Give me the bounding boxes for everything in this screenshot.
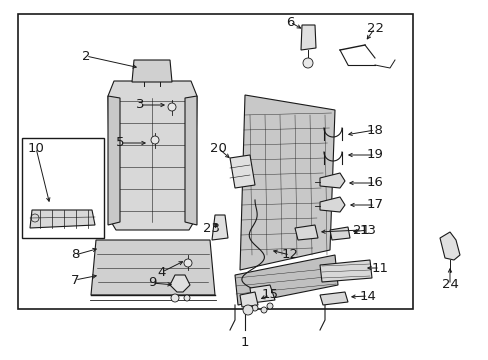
Polygon shape <box>240 95 334 270</box>
Circle shape <box>168 103 176 111</box>
Polygon shape <box>132 60 172 82</box>
Text: 15: 15 <box>261 288 278 302</box>
Text: 21: 21 <box>353 224 370 237</box>
Polygon shape <box>319 260 371 282</box>
Text: 19: 19 <box>366 148 383 162</box>
Polygon shape <box>170 275 190 292</box>
Text: 22: 22 <box>366 22 383 35</box>
Circle shape <box>151 136 159 144</box>
Text: 3: 3 <box>136 99 144 112</box>
Text: 7: 7 <box>71 274 79 287</box>
Text: 24: 24 <box>441 279 458 292</box>
Text: 5: 5 <box>116 136 124 149</box>
Polygon shape <box>301 25 315 50</box>
Circle shape <box>183 259 192 267</box>
Text: 20: 20 <box>209 141 226 154</box>
Text: 4: 4 <box>158 266 166 279</box>
Polygon shape <box>439 232 459 260</box>
Text: 13: 13 <box>359 224 376 237</box>
Text: 10: 10 <box>27 141 44 154</box>
Text: 17: 17 <box>366 198 383 211</box>
Polygon shape <box>249 285 274 303</box>
Text: 12: 12 <box>281 248 298 261</box>
Circle shape <box>251 305 258 311</box>
Polygon shape <box>319 292 347 305</box>
Text: 23: 23 <box>203 221 220 234</box>
Polygon shape <box>30 210 95 228</box>
Polygon shape <box>229 155 254 188</box>
Text: 11: 11 <box>371 261 387 274</box>
Polygon shape <box>108 96 120 225</box>
Text: 6: 6 <box>285 15 294 28</box>
Circle shape <box>261 307 266 313</box>
Polygon shape <box>329 227 349 240</box>
Bar <box>18 14 412 309</box>
Polygon shape <box>240 292 258 307</box>
Text: 18: 18 <box>366 123 383 136</box>
Polygon shape <box>235 255 337 305</box>
Text: 2: 2 <box>81 49 90 63</box>
Polygon shape <box>212 215 227 240</box>
Polygon shape <box>319 197 345 212</box>
Polygon shape <box>319 173 345 188</box>
Polygon shape <box>294 225 317 240</box>
Circle shape <box>183 295 190 301</box>
Text: 16: 16 <box>366 176 383 189</box>
Circle shape <box>303 58 312 68</box>
Circle shape <box>171 294 179 302</box>
Text: 8: 8 <box>71 248 79 261</box>
Text: 9: 9 <box>147 276 156 289</box>
Polygon shape <box>91 240 215 295</box>
Polygon shape <box>184 96 197 225</box>
Text: 14: 14 <box>359 289 376 302</box>
Polygon shape <box>108 81 197 230</box>
Circle shape <box>243 305 252 315</box>
Bar <box>22 138 104 238</box>
Text: 1: 1 <box>240 337 249 350</box>
Circle shape <box>266 303 272 309</box>
